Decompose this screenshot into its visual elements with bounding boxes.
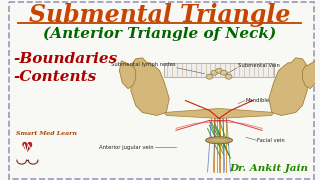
Ellipse shape <box>206 74 213 79</box>
Text: Anterior jugular vein: Anterior jugular vein <box>99 145 154 150</box>
Text: Submental lymph nodes: Submental lymph nodes <box>111 62 176 67</box>
Text: Dr. Ankit Jain: Dr. Ankit Jain <box>229 164 308 173</box>
Text: ♥: ♥ <box>21 141 34 155</box>
Ellipse shape <box>220 70 227 75</box>
Polygon shape <box>164 109 274 118</box>
Text: Mandible: Mandible <box>246 98 270 103</box>
Polygon shape <box>131 58 169 115</box>
Text: Submental Vein: Submental Vein <box>238 63 280 68</box>
Ellipse shape <box>225 74 232 79</box>
Ellipse shape <box>211 70 218 75</box>
Text: Facial vein: Facial vein <box>257 138 285 143</box>
Text: -Boundaries: -Boundaries <box>13 52 117 66</box>
Text: Smart Med Learn: Smart Med Learn <box>16 131 77 136</box>
Polygon shape <box>119 61 136 89</box>
Ellipse shape <box>216 68 222 73</box>
Bar <box>164 63 274 77</box>
Polygon shape <box>269 58 307 115</box>
Ellipse shape <box>206 137 232 144</box>
Text: (Anterior Triangle of Neck): (Anterior Triangle of Neck) <box>43 27 276 41</box>
Text: -Contents: -Contents <box>13 70 96 84</box>
Polygon shape <box>302 61 319 89</box>
Text: Submental Triangle: Submental Triangle <box>29 3 290 27</box>
